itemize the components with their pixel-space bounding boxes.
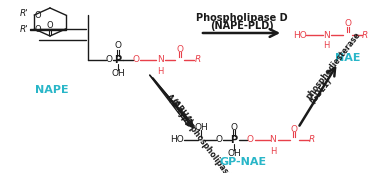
- Text: (NAPE-PLD): (NAPE-PLD): [210, 21, 274, 31]
- Text: GP-NAE: GP-NAE: [220, 157, 266, 167]
- Text: OH: OH: [227, 149, 241, 158]
- Text: N: N: [270, 135, 276, 144]
- Text: HO: HO: [293, 30, 307, 39]
- Text: O: O: [344, 20, 352, 29]
- Text: R': R': [19, 10, 28, 19]
- Text: O: O: [215, 135, 223, 144]
- Text: NAE: NAE: [335, 53, 361, 63]
- Text: H: H: [157, 66, 163, 75]
- Text: Phospholipase D: Phospholipase D: [196, 13, 288, 23]
- Text: O: O: [246, 135, 254, 144]
- Text: phosphodiesterase: phosphodiesterase: [304, 30, 363, 101]
- Text: O: O: [34, 11, 41, 20]
- Text: N: N: [156, 56, 163, 65]
- Text: (ABH4): (ABH4): [169, 97, 194, 127]
- Text: N: N: [323, 30, 329, 39]
- Text: O: O: [231, 122, 237, 131]
- Text: O: O: [47, 21, 53, 30]
- Text: R: R: [195, 56, 201, 65]
- Text: R: R: [362, 30, 368, 39]
- Text: HO: HO: [170, 135, 184, 144]
- Text: A/B-type phospholipase: A/B-type phospholipase: [164, 92, 233, 173]
- Text: O: O: [133, 56, 139, 65]
- Text: OH: OH: [111, 70, 125, 79]
- Text: R: R: [309, 135, 315, 144]
- Text: H: H: [323, 40, 329, 49]
- Text: P: P: [115, 55, 122, 65]
- Text: P: P: [231, 135, 237, 145]
- Text: (GDE1): (GDE1): [308, 76, 334, 106]
- Text: O: O: [34, 25, 41, 34]
- Text: O: O: [291, 125, 297, 134]
- Text: O: O: [105, 56, 113, 65]
- Text: R': R': [19, 25, 28, 34]
- Text: O: O: [177, 44, 183, 53]
- Text: H: H: [270, 147, 276, 156]
- Text: O: O: [115, 42, 121, 51]
- Text: OH: OH: [194, 122, 208, 131]
- Text: NAPE: NAPE: [35, 85, 69, 95]
